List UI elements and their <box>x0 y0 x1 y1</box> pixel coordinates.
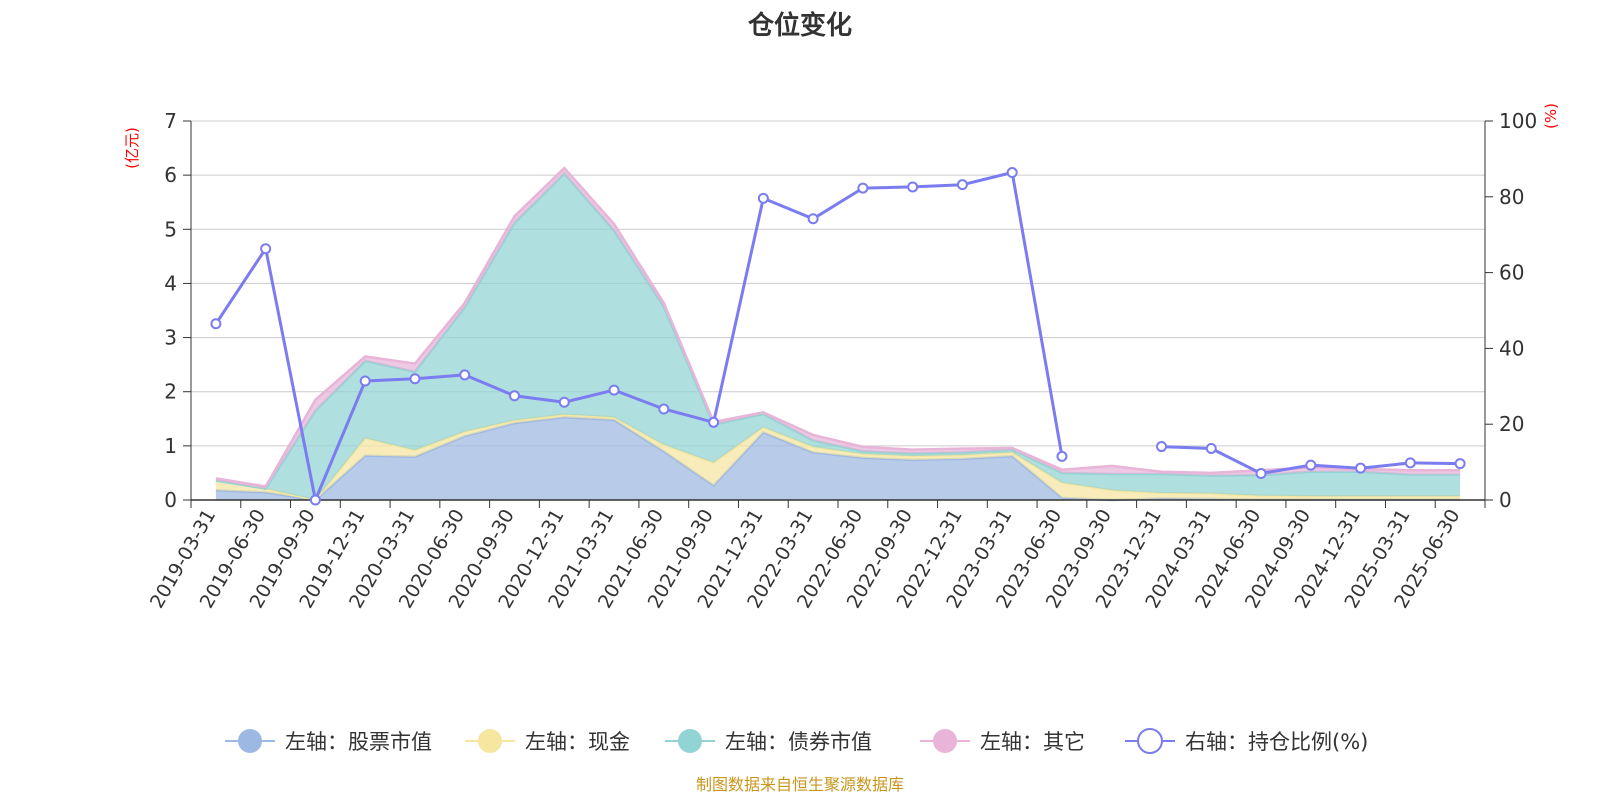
stacked-areas <box>215 166 1461 502</box>
ratio-point <box>956 179 968 191</box>
left-tick-label: 1 <box>164 434 177 458</box>
ratio-point <box>1156 441 1167 453</box>
legend-label: 左轴：股票市值 <box>285 730 432 754</box>
legend-item[interactable]: 左轴：现金 <box>465 729 630 754</box>
legend-item[interactable]: 左轴：股票市值 <box>225 729 432 754</box>
ratio-point <box>1205 442 1217 454</box>
left-tick-label: 5 <box>164 217 177 241</box>
legend-item[interactable]: 左轴：债券市值 <box>665 729 872 754</box>
ratio-point <box>708 416 720 428</box>
left-tick-label: 0 <box>164 488 177 512</box>
ratio-point <box>658 403 670 415</box>
ratio-point <box>359 375 371 387</box>
ratio-point <box>907 181 919 193</box>
ratio-point <box>260 243 272 255</box>
right-tick-label: 80 <box>1499 185 1524 209</box>
data-source-note: 制图数据来自恒生聚源数据库 <box>696 775 904 794</box>
legend-label: 右轴：持仓比例(%) <box>1185 730 1368 754</box>
left-axis-unit: (亿元) <box>123 127 141 169</box>
legend-item[interactable]: 左轴：其它 <box>920 729 1085 754</box>
ratio-point <box>558 396 570 408</box>
left-tick-label: 7 <box>164 109 177 133</box>
legend-swatch-marker <box>238 729 262 753</box>
ratio-point <box>1255 467 1267 479</box>
legend-label: 左轴：债券市值 <box>725 730 872 754</box>
right-tick-label: 100 <box>1499 109 1537 133</box>
ratio-point <box>757 192 769 204</box>
legend-swatch-marker <box>933 729 957 753</box>
ratio-point <box>608 384 620 396</box>
axes: 012345670204060801002019-03-312019-06-30… <box>146 109 1537 612</box>
ratio-point <box>309 494 321 506</box>
ratio-point <box>1404 457 1416 469</box>
ratio-point <box>210 318 222 330</box>
right-tick-label: 20 <box>1499 412 1524 436</box>
ratio-point <box>1056 450 1068 462</box>
ratio-point <box>807 213 819 225</box>
area-stock <box>215 417 1461 500</box>
area-bond <box>215 173 1461 500</box>
ratio-point <box>1454 458 1466 470</box>
ratio-point <box>409 373 421 385</box>
left-tick-label: 3 <box>164 326 177 350</box>
left-tick-label: 2 <box>164 380 177 404</box>
chart-title: 仓位变化 <box>747 10 852 41</box>
legend-swatch-marker <box>678 729 702 753</box>
right-tick-label: 40 <box>1499 336 1524 360</box>
legend-swatch-marker <box>478 729 502 753</box>
ratio-point <box>459 369 471 381</box>
legend-label: 左轴：其它 <box>980 730 1085 754</box>
ratio-point <box>509 390 520 402</box>
legend[interactable]: 左轴：股票市值 左轴：现金 左轴：债券市值 左轴：其它 右轴：持仓比例(%) <box>225 728 1368 754</box>
legend-label: 左轴：现金 <box>525 730 630 754</box>
ratio-line <box>210 167 1466 506</box>
ratio-point <box>1006 167 1018 179</box>
right-tick-label: 60 <box>1499 261 1524 285</box>
left-tick-label: 6 <box>164 163 177 187</box>
left-tick-label: 4 <box>164 271 177 295</box>
ratio-point <box>857 182 869 194</box>
legend-swatch-marker <box>1137 728 1163 754</box>
ratio-point <box>1305 459 1317 471</box>
legend-item[interactable]: 右轴：持仓比例(%) <box>1125 728 1368 754</box>
right-tick-label: 0 <box>1499 488 1512 512</box>
right-axis-unit: (%) <box>1542 103 1560 129</box>
ratio-point <box>1355 462 1367 474</box>
